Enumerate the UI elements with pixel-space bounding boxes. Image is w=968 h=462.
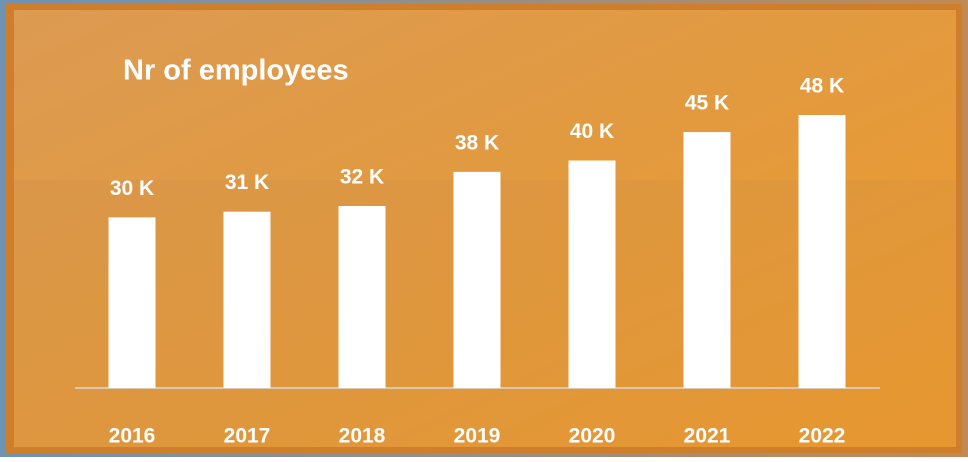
value-label: 30 K bbox=[110, 177, 154, 200]
x-tick-label: 2016 bbox=[109, 425, 156, 448]
x-tick-label: 2021 bbox=[684, 425, 731, 448]
chart-title: Nr of employees bbox=[123, 55, 349, 87]
bar bbox=[568, 160, 616, 388]
value-label: 31 K bbox=[225, 171, 269, 194]
value-label: 40 K bbox=[570, 120, 614, 143]
value-label: 38 K bbox=[455, 131, 499, 154]
value-label: 32 K bbox=[340, 166, 384, 189]
x-tick-label: 2017 bbox=[224, 425, 271, 448]
bar bbox=[683, 132, 731, 388]
x-tick-label: 2020 bbox=[569, 425, 616, 448]
x-tick-label: 2019 bbox=[454, 425, 501, 448]
x-tick-label: 2022 bbox=[799, 425, 846, 448]
value-label: 45 K bbox=[685, 92, 729, 115]
x-tick-label: 2018 bbox=[339, 425, 386, 448]
bar bbox=[338, 206, 386, 388]
value-label: 48 K bbox=[800, 75, 844, 98]
bar bbox=[108, 217, 156, 388]
bar bbox=[798, 115, 846, 388]
bar bbox=[223, 211, 271, 388]
bar bbox=[453, 171, 501, 388]
